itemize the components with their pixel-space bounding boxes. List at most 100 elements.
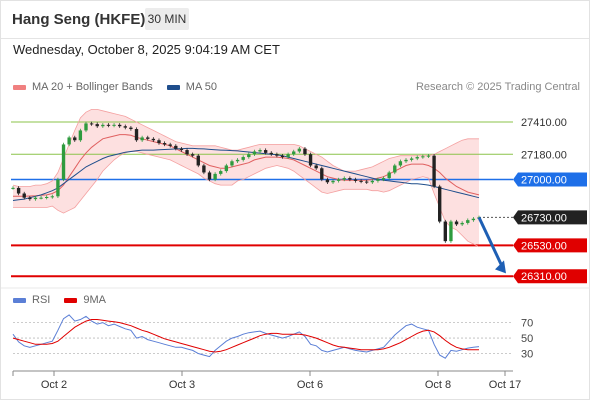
candle-body: [393, 165, 397, 173]
legend-label: MA 50: [185, 81, 217, 93]
candle-body: [219, 171, 223, 174]
level-label: 27410.00: [521, 117, 567, 129]
level-label: 26530.00: [521, 240, 567, 252]
candle-body: [438, 186, 442, 222]
candle-body: [443, 221, 447, 242]
timeframe-button[interactable]: 30 MIN: [145, 8, 189, 30]
rsi-9ma-line: [12, 319, 479, 353]
ma50-line: [12, 147, 480, 201]
candle-body: [308, 154, 313, 166]
projection-arrow-shaft: [477, 216, 505, 270]
candle-body: [28, 197, 32, 200]
candle-body: [269, 152, 273, 155]
candle-body: [33, 197, 38, 200]
header-bar: Hang Seng (HKFE) 30 MIN: [1, 1, 589, 39]
candle-body: [101, 124, 105, 127]
candle-body: [381, 178, 386, 180]
legend-swatch: [64, 297, 78, 303]
candle-body: [207, 172, 212, 180]
candle-body: [50, 196, 54, 198]
candle-body: [297, 148, 302, 152]
legend-item-rsi: RSI: [13, 294, 50, 306]
level-tag-current: 26730.00: [513, 210, 587, 225]
x-tick-label: Oct 2: [41, 379, 67, 391]
rsi-line: [12, 314, 480, 359]
candle-body: [426, 155, 431, 157]
x-tick-label: Oct 17: [489, 379, 521, 391]
x-tick-label: Oct 8: [425, 379, 451, 391]
candle-body: [370, 180, 375, 183]
credit-text: Research © 2025 Trading Central: [415, 81, 580, 93]
candle-body: [421, 156, 425, 158]
candle-body: [179, 148, 184, 151]
candle-body: [134, 129, 139, 141]
level-label: 26730.00: [521, 212, 567, 224]
legend-label: MA 20 + Bollinger Bands: [32, 81, 153, 93]
candle-body: [56, 179, 60, 197]
candle-body: [73, 137, 77, 141]
candle-body: [292, 151, 296, 155]
candle-body: [241, 157, 245, 160]
candle-body: [67, 137, 71, 145]
candle-body: [106, 124, 111, 126]
candle-body: [404, 159, 408, 162]
level-tag-shape: [513, 210, 587, 225]
candle-body: [112, 124, 116, 126]
rsi-tick-label: 30: [521, 349, 533, 361]
legend-label: RSI: [32, 294, 51, 306]
candle-body: [342, 178, 346, 180]
candle-body: [409, 158, 414, 160]
candle-body: [235, 159, 240, 162]
level-tag-support: 26310.00: [513, 269, 587, 284]
candle-body: [314, 165, 318, 169]
bollinger-upper-line: [12, 109, 479, 187]
candle-body: [45, 197, 49, 199]
candle-body: [61, 144, 66, 180]
candle-body: [471, 218, 476, 221]
candle-body: [140, 137, 144, 141]
level-tag-pivot: 27000.00: [513, 172, 587, 187]
candle-body: [280, 155, 285, 158]
bollinger-band-area: [13, 109, 479, 247]
candle-body: [78, 130, 83, 141]
candle-body: [359, 180, 363, 182]
level-tag-shape: [513, 172, 587, 187]
candle-body: [39, 197, 43, 199]
candle-body: [303, 148, 307, 155]
candle-body: [247, 154, 251, 158]
candle-body: [157, 140, 161, 144]
candle-body: [387, 172, 391, 179]
level-tag-support: 26530.00: [513, 238, 587, 253]
candle-body: [168, 144, 172, 146]
rsi-legend: RSI 9MA: [13, 294, 120, 306]
candle-body: [365, 181, 369, 183]
legend-swatch: [166, 84, 180, 90]
candle-body: [174, 145, 178, 149]
candle-body: [449, 221, 453, 242]
candle-body: [325, 179, 330, 183]
candle-body: [185, 150, 189, 155]
candle-body: [348, 178, 352, 180]
candle-body: [376, 179, 380, 181]
legend-item-ma20: MA 20 + Bollinger Bands: [13, 81, 153, 93]
rsi-tick-label: 50: [521, 333, 533, 345]
candle-body: [202, 165, 206, 173]
candle-body: [151, 138, 156, 141]
candle-body: [95, 124, 99, 127]
candle-body: [353, 179, 358, 181]
candle-body: [123, 126, 127, 128]
candle-body: [146, 137, 150, 139]
timestamp: Wednesday, October 8, 2025 9:04:19 AM CE…: [13, 42, 280, 57]
candles: [11, 121, 481, 243]
level-tag-shape: [513, 269, 587, 284]
candle-body: [398, 161, 403, 166]
candle-body: [331, 180, 335, 183]
candle-body: [129, 127, 133, 130]
rsi-tick-label: 70: [521, 318, 533, 330]
candle-body: [460, 222, 464, 225]
candle-body: [415, 157, 419, 159]
legend-item-9ma: 9MA: [64, 294, 106, 306]
candle-body: [263, 150, 268, 153]
candle-body: [454, 221, 459, 225]
candle-body: [117, 124, 122, 127]
